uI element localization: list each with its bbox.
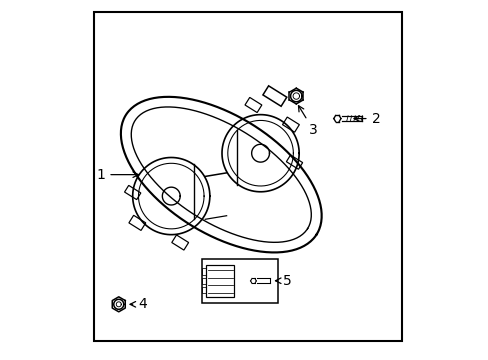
Bar [201,278,205,284]
Polygon shape [244,98,261,113]
Bar [201,287,205,293]
Polygon shape [129,215,145,230]
Bar [94,12,401,341]
Polygon shape [286,155,302,169]
Polygon shape [171,235,188,250]
Text: 2: 2 [353,112,380,126]
Polygon shape [124,185,141,200]
Text: 5: 5 [275,274,291,288]
Polygon shape [263,86,286,106]
Text: 4: 4 [130,297,147,311]
Text: 1: 1 [96,168,138,182]
Polygon shape [282,117,299,132]
Bar [205,265,234,297]
Text: 3: 3 [298,106,317,137]
Bar [201,258,278,303]
Bar [201,268,205,275]
